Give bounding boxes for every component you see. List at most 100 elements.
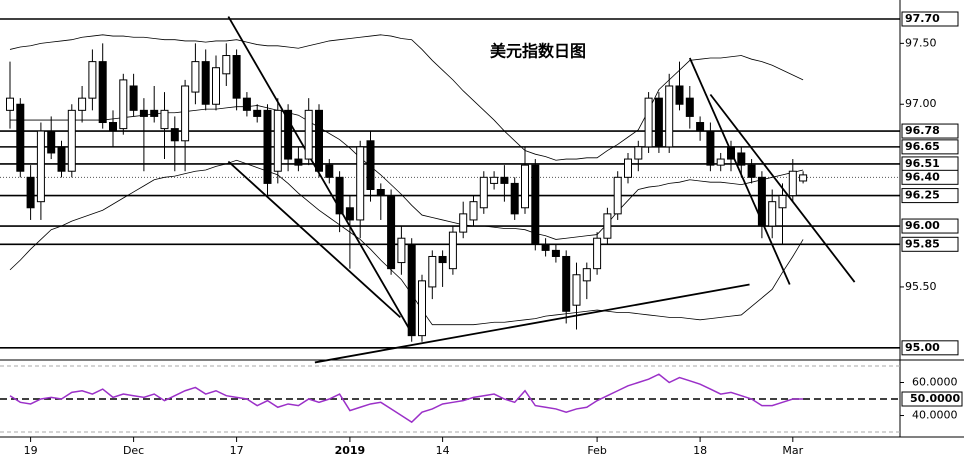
level-box [901, 139, 959, 155]
candle-body [757, 176, 766, 227]
candle-body [418, 280, 426, 337]
candle-body [438, 255, 447, 264]
level-label: 96.00 [905, 219, 940, 232]
candle-body [459, 213, 468, 233]
candle-body [376, 188, 385, 197]
candle-body [294, 158, 303, 166]
candle-body [448, 231, 457, 270]
candle-body [98, 61, 107, 124]
candle-body [397, 237, 406, 264]
rsi-reference-box [901, 391, 963, 407]
candle-body [67, 109, 76, 172]
x-tick-label: 2019 [335, 444, 366, 457]
x-tick-label: 19 [24, 444, 38, 457]
level-box [901, 169, 959, 185]
candle-body [139, 109, 148, 117]
level-box [901, 123, 959, 139]
candle-body [510, 182, 519, 215]
candle-body [304, 109, 313, 160]
level-label: 96.51 [905, 157, 940, 170]
level-box [901, 236, 959, 252]
candle-body [768, 201, 777, 227]
x-tick-label: Feb [587, 444, 606, 457]
candle-body [356, 146, 365, 221]
candle-body [562, 255, 571, 312]
candle-body [675, 85, 684, 105]
candle-body [387, 195, 396, 270]
candle-body [78, 97, 87, 111]
candle-body [521, 164, 529, 209]
candle-body [242, 97, 251, 111]
candle-body [479, 176, 488, 209]
y-tick-label: 95.50 [905, 280, 937, 293]
y-tick-label: 97.00 [905, 97, 937, 110]
candle-body [191, 61, 200, 93]
y-tick-label: 97.50 [905, 36, 937, 49]
candle-body [799, 174, 808, 182]
candle-body [6, 97, 14, 111]
candle-body [469, 201, 478, 221]
candle-body [613, 176, 622, 215]
candle-body [654, 97, 663, 148]
candle-body [47, 130, 56, 154]
x-tick-label: 14 [436, 444, 450, 457]
candle-body [263, 109, 272, 184]
candle-body [572, 274, 581, 306]
candle-body [603, 213, 612, 239]
candle-body [407, 243, 416, 337]
x-tick-label: Dec [123, 444, 144, 457]
candle-body [315, 109, 323, 172]
candle-body [706, 130, 715, 166]
candle-body [531, 164, 540, 245]
candle-body [119, 79, 128, 130]
candle-body [685, 97, 694, 117]
trend-line [314, 283, 750, 364]
rsi-reference-label: 50.0000 [910, 392, 960, 405]
candle-body [284, 109, 293, 160]
candle-body [335, 176, 344, 215]
candle-body [541, 243, 550, 251]
chart-title: 美元指数日图 [490, 42, 586, 61]
candle-body [727, 146, 735, 160]
candle-body [232, 55, 241, 99]
candle-body [345, 207, 354, 221]
candle-body [109, 122, 117, 132]
candle-body [36, 130, 45, 203]
candle-body [490, 176, 499, 184]
candle-body [16, 103, 25, 172]
x-tick-label: 17 [230, 444, 244, 457]
candle-body [696, 122, 705, 132]
candle-body [551, 249, 560, 257]
candle-body [201, 61, 210, 105]
level-label: 95.00 [905, 341, 940, 354]
level-label: 96.25 [905, 189, 940, 202]
candle-body [129, 85, 138, 111]
candle-body [222, 55, 231, 75]
candle-body [181, 85, 190, 142]
trend-line [227, 160, 401, 319]
candle-body [273, 109, 282, 172]
level-label: 96.78 [905, 124, 940, 137]
rsi-tick-label: 60.0000 [912, 375, 958, 388]
candle-body [170, 128, 179, 142]
level-box [901, 218, 959, 234]
candle-body [737, 152, 746, 166]
candle-body [593, 237, 602, 270]
candle-body [160, 109, 169, 130]
candle-body [716, 158, 725, 166]
candle-body [665, 85, 674, 148]
candle-body [788, 170, 797, 197]
bollinger-band [9, 159, 804, 326]
candle-body [778, 195, 787, 209]
candle-body [150, 109, 159, 117]
level-label: 96.65 [905, 140, 940, 153]
bollinger-band [9, 34, 804, 161]
candle-body [644, 97, 653, 148]
candle-body [212, 67, 220, 105]
candle-body [366, 140, 375, 190]
candle-body [428, 255, 437, 288]
rsi-tick-label: 40.0000 [912, 409, 958, 422]
level-box [901, 11, 959, 27]
candle-body [253, 109, 262, 117]
x-tick-label: Mar [782, 444, 803, 457]
